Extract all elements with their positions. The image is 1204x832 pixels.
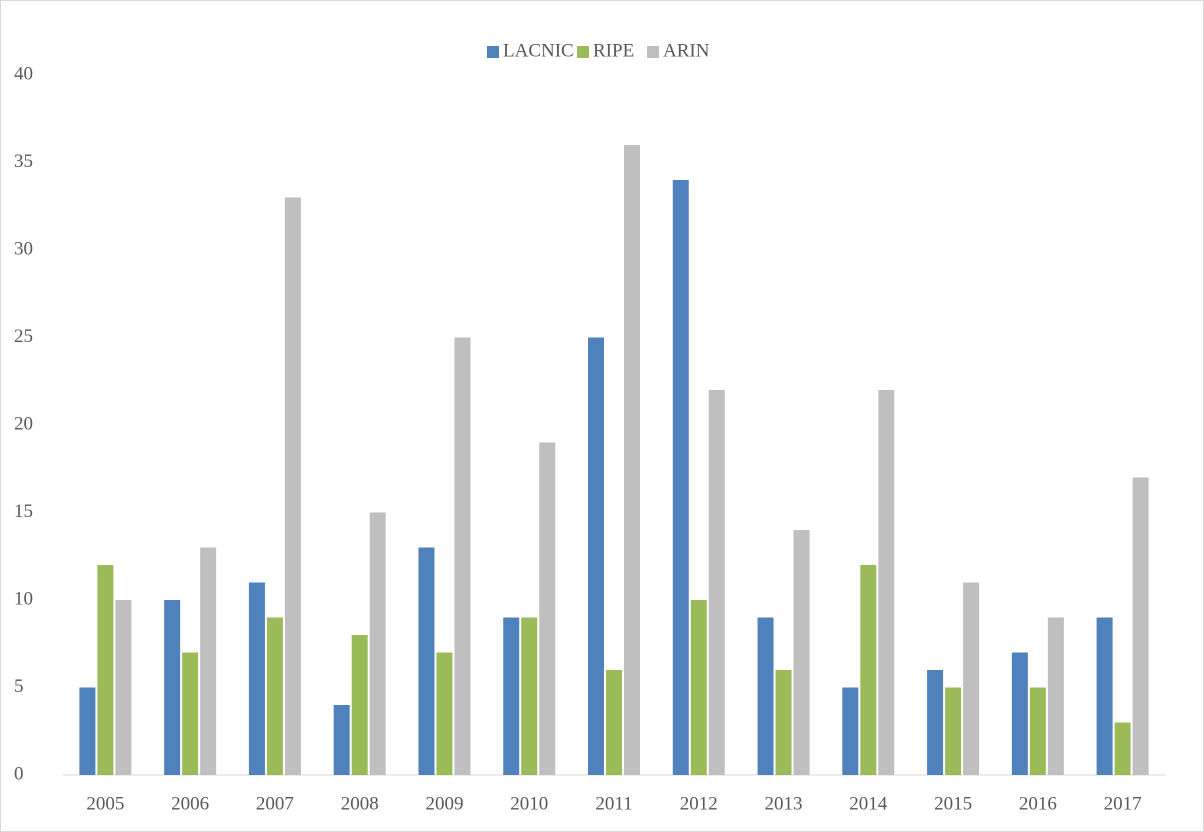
- x-tick-label: 2007: [256, 793, 294, 814]
- x-tick-label: 2009: [425, 793, 463, 814]
- x-tick-label: 2008: [341, 793, 379, 814]
- y-tick-label: 35: [14, 151, 33, 172]
- bar: [606, 670, 622, 775]
- x-tick-label: 2013: [765, 793, 803, 814]
- bar: [757, 617, 774, 775]
- bar: [97, 565, 114, 775]
- legend-swatch: [487, 46, 499, 58]
- bar: [333, 705, 350, 775]
- x-tick-label: 2017: [1104, 793, 1142, 814]
- y-tick-label: 20: [14, 413, 33, 434]
- y-tick-label: 15: [14, 501, 33, 522]
- x-tick-label: 2016: [1019, 793, 1057, 814]
- bar: [1047, 617, 1064, 775]
- bar: [164, 600, 181, 775]
- bar: [1114, 722, 1131, 775]
- bar: [1096, 617, 1113, 775]
- bar: [945, 687, 962, 775]
- y-tick-label: 40: [14, 63, 33, 84]
- bar: [624, 145, 640, 775]
- x-tick-label: 2011: [595, 793, 632, 814]
- bar: [436, 652, 453, 775]
- bar: [672, 180, 689, 775]
- x-tick-label: 2012: [680, 793, 718, 814]
- x-tick-label: 2014: [849, 793, 888, 814]
- legend-label: RIPE: [593, 40, 634, 61]
- bar: [521, 617, 538, 775]
- bar: [284, 197, 301, 775]
- bar: [860, 565, 877, 775]
- x-tick-label: 2006: [171, 793, 209, 814]
- bar: [115, 600, 132, 775]
- x-tick-label: 2005: [86, 793, 124, 814]
- bar: [182, 652, 199, 775]
- bar: [79, 687, 96, 775]
- x-tick-label: 2015: [934, 793, 972, 814]
- bar: [775, 670, 792, 775]
- bar: [927, 670, 944, 775]
- y-tick-label: 10: [14, 588, 33, 609]
- bar: [963, 582, 980, 775]
- x-tick-label: 2010: [510, 793, 548, 814]
- bar: [418, 547, 435, 775]
- bar: [266, 617, 283, 775]
- y-tick-label: 25: [14, 326, 33, 347]
- y-tick-label: 30: [14, 238, 33, 259]
- bar: [503, 617, 520, 775]
- bar: [588, 337, 604, 775]
- y-tick-label: 0: [14, 763, 24, 784]
- bar: [1132, 477, 1149, 775]
- bar: [878, 390, 895, 775]
- bar: [539, 442, 556, 775]
- legend-label: ARIN: [663, 40, 710, 61]
- bar: [1011, 652, 1028, 775]
- legend-swatch: [647, 46, 659, 58]
- bar: [842, 687, 859, 775]
- bar: [708, 390, 725, 775]
- legend-swatch: [577, 46, 589, 58]
- bar: [793, 530, 810, 775]
- bar: [351, 635, 368, 775]
- bar: [248, 582, 265, 775]
- bar: [1029, 687, 1046, 775]
- bar: [369, 512, 386, 775]
- bar: [690, 600, 707, 775]
- bar: [454, 337, 471, 775]
- bar: [200, 547, 217, 775]
- legend-label: LACNIC: [503, 40, 574, 61]
- y-tick-label: 5: [14, 676, 24, 697]
